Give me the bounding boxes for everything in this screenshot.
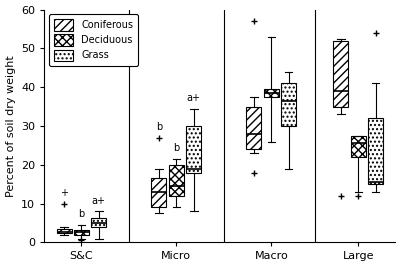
PathPatch shape <box>281 83 296 126</box>
PathPatch shape <box>246 107 261 149</box>
Text: a+: a+ <box>187 93 201 103</box>
PathPatch shape <box>57 229 71 233</box>
PathPatch shape <box>74 230 89 235</box>
Text: +: + <box>60 188 68 198</box>
PathPatch shape <box>169 165 184 196</box>
Text: b: b <box>156 122 162 132</box>
Text: a+: a+ <box>92 195 106 206</box>
PathPatch shape <box>351 136 366 157</box>
Legend: Coniferous, Deciduous, Grass: Coniferous, Deciduous, Grass <box>49 14 138 66</box>
PathPatch shape <box>152 178 166 207</box>
Text: b: b <box>173 143 180 153</box>
Text: b: b <box>78 209 85 219</box>
PathPatch shape <box>333 41 348 107</box>
PathPatch shape <box>186 126 201 172</box>
PathPatch shape <box>264 89 279 97</box>
Y-axis label: Percent of soil dry weight: Percent of soil dry weight <box>6 55 16 197</box>
PathPatch shape <box>91 218 106 227</box>
PathPatch shape <box>368 118 383 184</box>
